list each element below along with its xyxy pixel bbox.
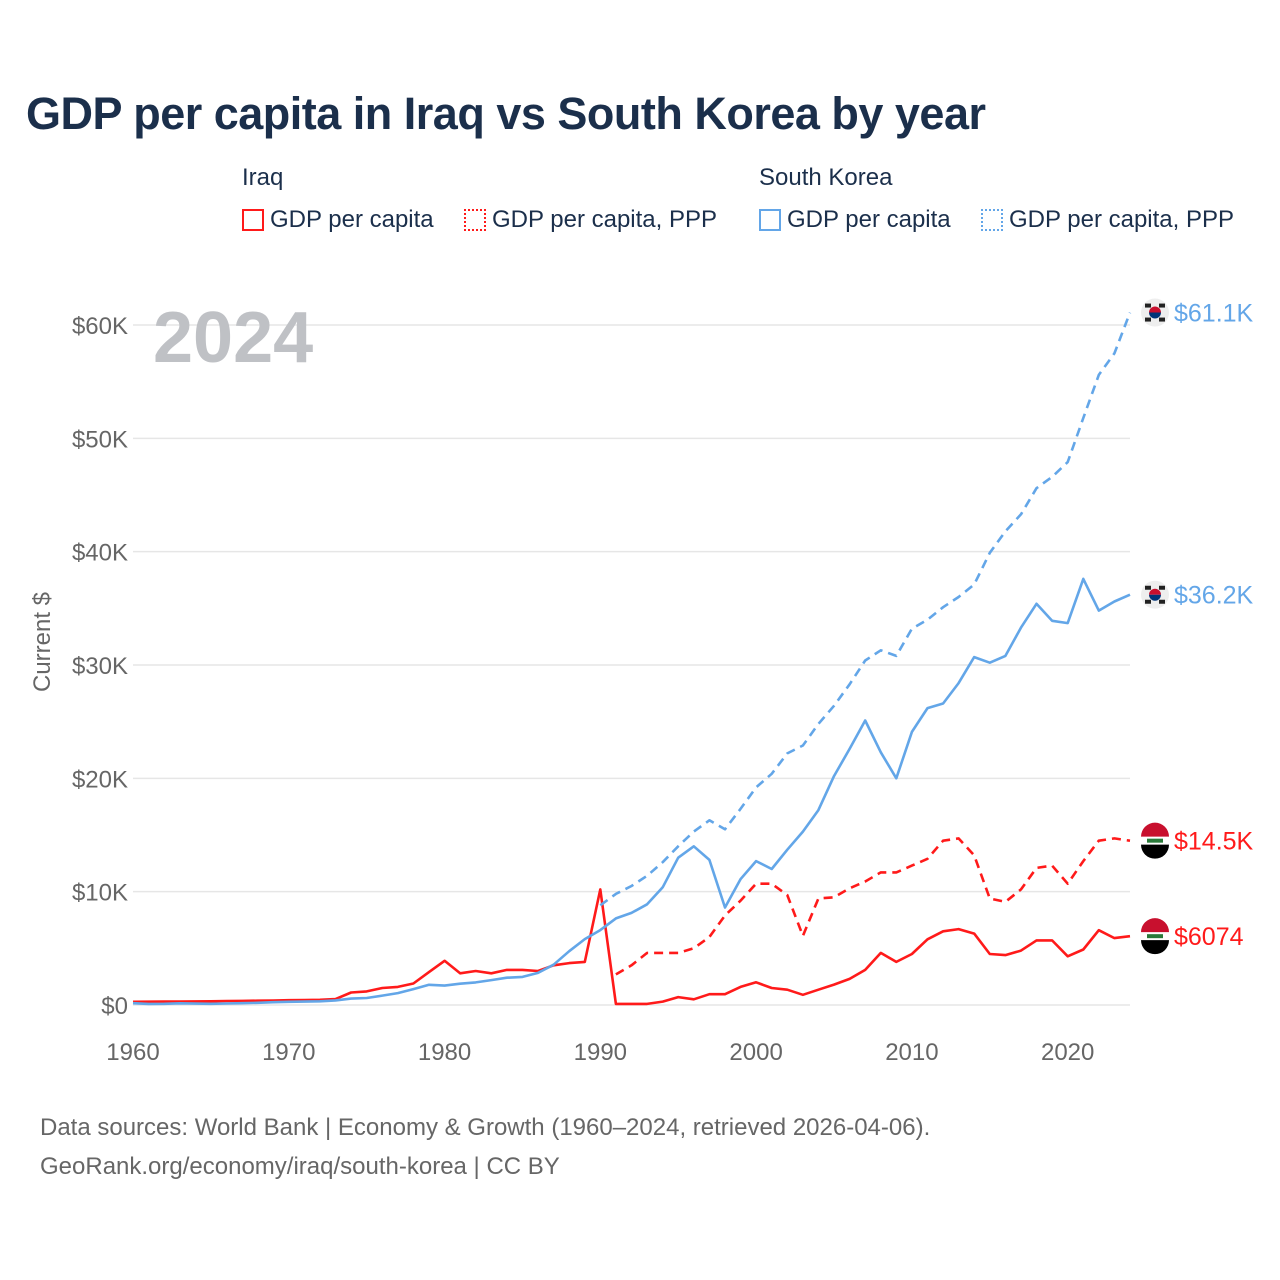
x-tick-label: 1960 <box>106 1039 159 1066</box>
y-axis-label: Current $ <box>29 592 56 692</box>
legend-item-korea-gdp[interactable]: GDP per capita <box>759 206 951 234</box>
flag-red-band <box>1141 822 1169 837</box>
flag-trigram <box>1145 599 1151 604</box>
flag-trigram <box>1159 599 1165 604</box>
flag-black-band <box>1141 940 1169 955</box>
legend-swatch-solid-icon <box>242 209 264 231</box>
x-tick-label: 1990 <box>574 1039 627 1066</box>
x-tick-label: 2010 <box>885 1039 938 1066</box>
legend-group-iraq: Iraq <box>242 164 284 191</box>
legend-label: GDP per capita, PPP <box>492 206 717 233</box>
legend-group-south-korea: South Korea <box>759 164 893 191</box>
legend-swatch-dotted-icon <box>464 209 486 231</box>
y-tick-label: $60K <box>72 313 128 340</box>
flag-taegeuk-red <box>1149 306 1161 313</box>
legend-label: GDP per capita <box>270 206 434 233</box>
legend-item-korea-ppp[interactable]: GDP per capita, PPP <box>981 206 1234 234</box>
south-korea-flag-icon <box>1141 298 1169 327</box>
x-tick-label: 2000 <box>729 1039 782 1066</box>
y-tick-label: $0 <box>101 993 128 1020</box>
flag-taegeuk-blue <box>1149 594 1161 601</box>
y-tick-label: $20K <box>72 766 128 793</box>
y-tick-label: $30K <box>72 653 128 680</box>
y-tick-label: $50K <box>72 426 128 453</box>
flag-red-band <box>1141 918 1169 933</box>
x-tick-label: 1970 <box>262 1039 315 1066</box>
source-link[interactable]: GeoRank.org/economy/iraq/south-korea | C… <box>40 1153 560 1180</box>
x-tick-label: 1980 <box>418 1039 471 1066</box>
flag-taegeuk-blue <box>1149 312 1161 319</box>
flag-trigram <box>1159 585 1165 590</box>
flag-script <box>1147 934 1163 939</box>
end-value-label: $61.1K <box>1174 300 1254 328</box>
south-korea-flag-icon <box>1141 580 1169 609</box>
flag-trigram <box>1145 303 1151 308</box>
end-value-label: $6074 <box>1174 923 1244 951</box>
flag-trigram <box>1145 585 1151 590</box>
iraq-flag-icon <box>1141 822 1169 859</box>
flag-trigram <box>1159 317 1165 322</box>
series-line-south-korea-gdp-per-capita-ppp <box>599 312 1132 907</box>
legend-item-iraq-gdp[interactable]: GDP per capita <box>242 206 434 234</box>
flag-trigram <box>1145 317 1151 322</box>
legend-label: GDP per capita <box>787 206 951 233</box>
legend-label: GDP per capita, PPP <box>1009 206 1234 233</box>
flag-script <box>1147 838 1163 843</box>
end-value-label: $14.5K <box>1174 828 1254 856</box>
end-value-label: $36.2K <box>1174 582 1254 610</box>
flag-taegeuk-red <box>1149 588 1161 595</box>
series-line-south-korea-gdp-per-capita <box>132 577 1131 1006</box>
flag-trigram <box>1159 303 1165 308</box>
series-line-iraq-gdp-per-capita <box>132 888 1131 1006</box>
x-tick-label: 2020 <box>1041 1039 1094 1066</box>
legend-swatch-dotted-icon <box>981 209 1003 231</box>
series-line-iraq-gdp-per-capita-ppp <box>615 837 1131 976</box>
iraq-flag-icon <box>1141 918 1169 955</box>
footer: Data sources: World Bank | Economy & Gro… <box>40 1108 930 1186</box>
flag-black-band <box>1141 844 1169 859</box>
y-tick-label: $40K <box>72 540 128 567</box>
year-watermark: 2024 <box>153 298 313 378</box>
legend-item-iraq-ppp[interactable]: GDP per capita, PPP <box>464 206 717 234</box>
y-tick-label: $10K <box>72 880 128 907</box>
data-source-text: Data sources: World Bank | Economy & Gro… <box>40 1114 931 1141</box>
chart-title: GDP per capita in Iraq vs South Korea by… <box>26 88 986 139</box>
legend-swatch-solid-icon <box>759 209 781 231</box>
